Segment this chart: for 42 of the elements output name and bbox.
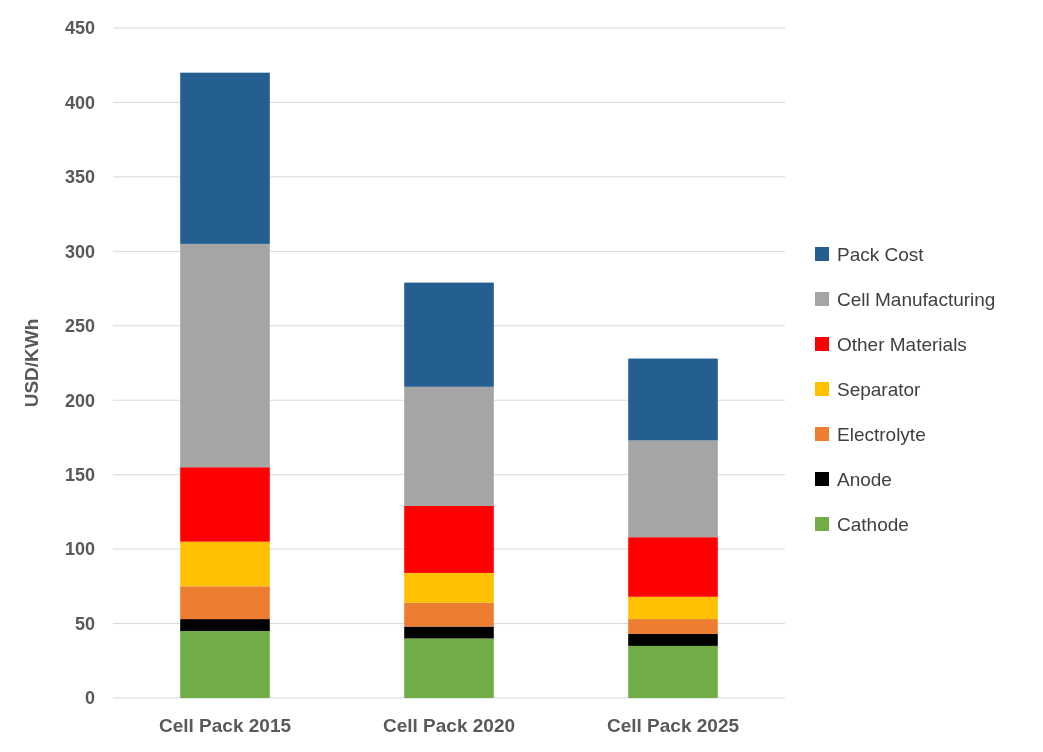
- bar: [404, 638, 494, 698]
- legend-label: Cathode: [837, 513, 909, 535]
- legend-label: Electrolyte: [837, 423, 926, 445]
- y-tick-label: 50: [74, 613, 95, 634]
- legend-label: Anode: [837, 468, 892, 490]
- legend-label: Separator: [837, 378, 922, 400]
- bar: [628, 537, 718, 597]
- y-tick-label: 200: [64, 390, 95, 411]
- bar: [628, 645, 718, 698]
- y-tick-label: 100: [64, 539, 95, 560]
- bar: [404, 505, 494, 573]
- legend-label: Other Materials: [837, 333, 967, 355]
- y-tick-label: 250: [64, 316, 95, 337]
- bar: [180, 72, 270, 244]
- bar: [628, 596, 718, 620]
- y-tick-label: 150: [64, 464, 95, 485]
- bar: [628, 619, 718, 634]
- y-tick-label: 300: [64, 241, 95, 262]
- x-tick-label: Cell Pack 2020: [382, 715, 516, 736]
- bar: [180, 586, 270, 620]
- bar: [180, 467, 270, 542]
- x-tick-label: Cell Pack 2025: [606, 715, 740, 736]
- bar: [628, 440, 718, 538]
- y-tick-label: 400: [64, 92, 95, 113]
- bar: [180, 541, 270, 587]
- bar: [404, 386, 494, 506]
- bar: [180, 631, 270, 698]
- bar: [180, 243, 270, 468]
- legend-label: Cell Manufacturing: [837, 288, 996, 310]
- y-tick-label: 450: [64, 18, 95, 39]
- bar: [404, 572, 494, 603]
- x-tick-label: Cell Pack 2015: [158, 715, 292, 736]
- bar: [404, 626, 494, 639]
- bar: [404, 602, 494, 627]
- y-tick-label: 0: [84, 688, 95, 709]
- legend-label: Pack Cost: [837, 243, 925, 265]
- bar: [180, 619, 270, 631]
- y-axis-title: USD/KWh: [21, 318, 42, 408]
- bar: [404, 282, 494, 387]
- bar: [628, 358, 718, 441]
- bar: [628, 633, 718, 646]
- y-tick-label: 350: [64, 167, 95, 188]
